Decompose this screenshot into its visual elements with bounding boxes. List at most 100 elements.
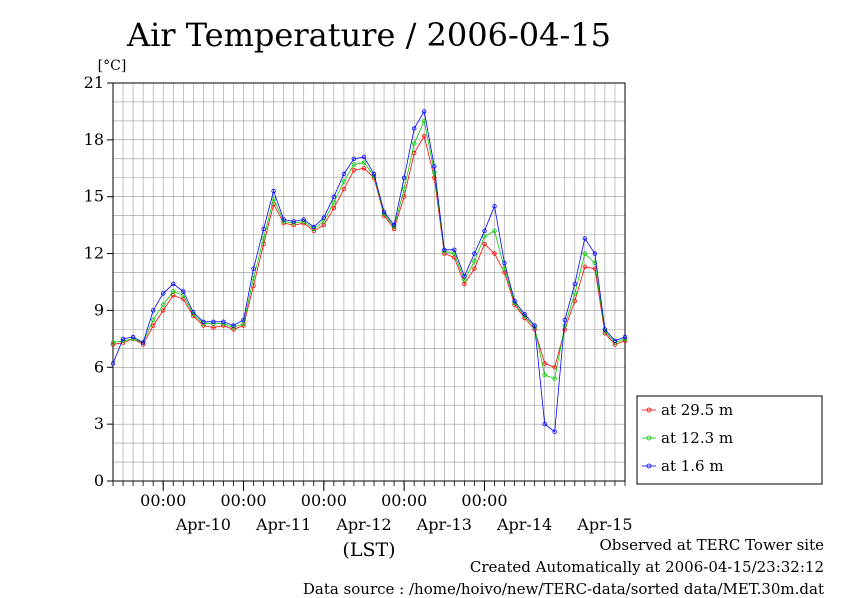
- data-point: [542, 421, 547, 427]
- data-point: [482, 228, 487, 233]
- data-point: [502, 260, 507, 266]
- data-point: [412, 141, 417, 146]
- data-point: [130, 334, 136, 340]
- x-date-label: Apr-10: [175, 515, 231, 534]
- data-point: [150, 317, 156, 323]
- data-point: [261, 226, 266, 232]
- axis-ticks: 0 3 6 9 12 15 18 21 00:00 00:00 00:00 00:00 00:00 Apr…: [84, 73, 633, 534]
- data-point: [160, 302, 166, 307]
- legend: at 29.5 m at 12.3 m at 1.6 m: [636, 395, 823, 485]
- chart-title: Air Temperature / 2006-04-15: [126, 16, 611, 54]
- data-point: [472, 259, 477, 264]
- data-point: [422, 109, 427, 114]
- series-line-2: [112, 110, 626, 433]
- data-point: [160, 308, 166, 313]
- data-point: [331, 194, 337, 199]
- y-tick-label: 0: [94, 471, 104, 490]
- y-tick-label: 18: [84, 130, 104, 149]
- data-point: [582, 251, 587, 256]
- data-point: [412, 126, 417, 131]
- y-tick-label: 6: [94, 357, 104, 376]
- data-point: [612, 338, 618, 343]
- data-point: [361, 166, 367, 171]
- x-date-label: Apr-14: [496, 515, 552, 534]
- y-tick-label: 15: [84, 187, 104, 206]
- x-date-label: Apr-12: [335, 515, 391, 534]
- data-point: [552, 429, 557, 434]
- data-point: [261, 236, 266, 241]
- legend-label: at 1.6 m: [661, 457, 724, 475]
- data-point: [572, 291, 577, 296]
- data-point: [442, 247, 447, 252]
- legend-label: at 29.5 m: [661, 401, 733, 419]
- data-point: [201, 319, 206, 324]
- x-date-label: Apr-13: [416, 515, 472, 534]
- grid: [113, 83, 625, 481]
- x-time-label: 00:00: [381, 491, 427, 510]
- legend-swatch-marker: [646, 435, 652, 441]
- data-point: [592, 260, 598, 266]
- data-point: [532, 323, 537, 328]
- data-point: [110, 340, 116, 345]
- data-point: [512, 298, 517, 304]
- y-tick-label: 12: [84, 244, 104, 263]
- data-point: [602, 327, 608, 332]
- data-point: [361, 160, 367, 165]
- data-point: [341, 186, 347, 192]
- y-tick-label: 3: [94, 414, 104, 433]
- data-point: [562, 317, 567, 323]
- data-point: [120, 336, 126, 342]
- x-time-label: 00:00: [461, 491, 507, 510]
- footer-created: Created Automatically at 2006-04-15/23:3…: [469, 558, 824, 576]
- data-point: [391, 222, 397, 228]
- data-point: [181, 289, 186, 294]
- data-point: [150, 323, 156, 328]
- data-point: [452, 247, 457, 252]
- data-point: [432, 164, 437, 169]
- legend-swatch-marker: [646, 407, 652, 413]
- data-point: [211, 319, 216, 324]
- data-point: [422, 133, 427, 139]
- data-point: [251, 266, 256, 271]
- data-point: [341, 171, 347, 177]
- data-point: [572, 298, 577, 304]
- data-point: [492, 228, 497, 233]
- legend-label: at 12.3 m: [661, 429, 733, 447]
- data-point: [572, 281, 577, 287]
- data-point: [542, 372, 547, 378]
- data-point: [140, 340, 146, 345]
- data-point: [321, 215, 326, 220]
- x-time-label: 00:00: [301, 491, 347, 510]
- data-point: [432, 175, 437, 180]
- data-point: [331, 200, 337, 205]
- data-point: [401, 175, 407, 180]
- data-point: [542, 361, 547, 366]
- y-tick-label: 21: [84, 73, 104, 92]
- y-axis-unit: [°C]: [98, 58, 127, 74]
- data-point: [472, 251, 477, 256]
- data-point: [160, 291, 166, 296]
- series-line-0: [112, 135, 626, 368]
- data-point: [371, 171, 377, 177]
- data-point: [482, 234, 487, 239]
- data-point: [401, 186, 407, 192]
- data-point: [291, 219, 296, 224]
- legend-swatch-marker: [646, 463, 652, 469]
- data-point: [552, 376, 557, 381]
- data-point: [221, 319, 226, 324]
- data-point: [522, 312, 527, 317]
- data-point: [110, 361, 116, 366]
- data-point: [191, 310, 196, 315]
- series-layer: [110, 109, 628, 434]
- data-point: [432, 169, 437, 175]
- data-point: [301, 217, 306, 222]
- data-point: [592, 251, 598, 256]
- data-point: [351, 156, 357, 161]
- data-point: [492, 203, 497, 209]
- data-point: [170, 289, 176, 294]
- y-tick-label: 9: [94, 300, 104, 319]
- data-point: [582, 264, 587, 269]
- data-point: [341, 179, 347, 184]
- data-point: [281, 217, 286, 222]
